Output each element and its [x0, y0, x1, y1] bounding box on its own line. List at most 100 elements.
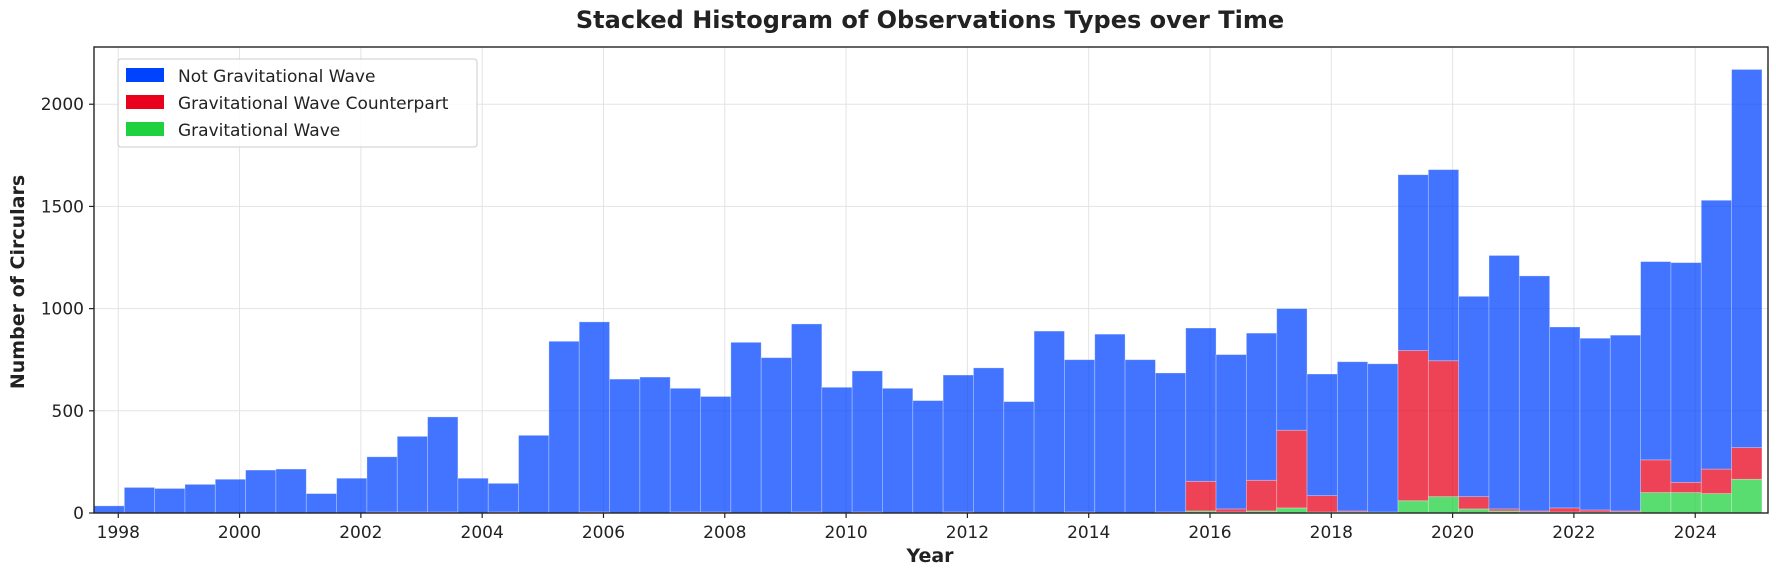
legend-swatch-gw-counterpart: [126, 95, 164, 109]
bar-not-gravitational-wave: [973, 367, 1005, 514]
bar-not-gravitational-wave: [1367, 363, 1399, 513]
bar-not-gravitational-wave: [1064, 359, 1096, 513]
y-tick-label: 2000: [41, 95, 84, 115]
bar-not-gravitational-wave: [1397, 174, 1429, 351]
y-tick-label: 1500: [41, 197, 84, 217]
bar-not-gravitational-wave: [1094, 333, 1126, 514]
bar-gravitational-wave: [1700, 493, 1733, 514]
y-tick-label: 1000: [41, 300, 84, 320]
bar-gravitational-wave: [1276, 507, 1308, 514]
bar-not-gravitational-wave: [730, 341, 762, 514]
bar-not-gravitational-wave: [821, 386, 853, 514]
bar-not-gravitational-wave: [548, 340, 580, 514]
x-tick-label: 2010: [824, 523, 867, 543]
bar-gravitational-wave-counterpart: [1609, 510, 1642, 513]
bar-not-gravitational-wave: [1427, 169, 1460, 362]
bar-gravitational-wave-counterpart: [1670, 481, 1702, 493]
bar-not-gravitational-wave: [851, 370, 883, 513]
bar-not-gravitational-wave: [609, 378, 641, 514]
legend: Not Gravitational Wave Gravitational Wav…: [117, 58, 478, 148]
chart-title: Stacked Histogram of Observations Types …: [576, 6, 1284, 34]
bar-not-gravitational-wave: [912, 400, 944, 514]
bar-gravitational-wave-counterpart: [1731, 447, 1763, 480]
bar-not-gravitational-wave: [1215, 354, 1247, 510]
bar-not-gravitational-wave: [275, 468, 307, 514]
bar-not-gravitational-wave: [760, 357, 792, 514]
x-tick-label: 2024: [1674, 523, 1717, 543]
bar-not-gravitational-wave: [427, 416, 459, 513]
x-tick-label: 2022: [1552, 523, 1595, 543]
bar-not-gravitational-wave: [1124, 359, 1156, 514]
bar-gravitational-wave-counterpart: [1640, 459, 1672, 493]
x-tick-label: 2012: [946, 523, 989, 543]
bars: [93, 69, 1763, 514]
bar-not-gravitational-wave: [123, 487, 156, 514]
bar-gravitational-wave: [1427, 496, 1460, 514]
bar-not-gravitational-wave: [214, 478, 247, 514]
x-tick-label: 1998: [97, 523, 140, 543]
bar-not-gravitational-wave: [1579, 337, 1611, 511]
bar-not-gravitational-wave: [245, 469, 277, 514]
bar-not-gravitational-wave: [1155, 372, 1187, 513]
axis-ticks: 1998 2000 2002 2004 2006 2008 2010 2012 2014 2016…: [41, 95, 1717, 543]
legend-box: [117, 58, 478, 148]
bar-gravitational-wave-counterpart: [1700, 468, 1733, 494]
bar-not-gravitational-wave: [1276, 308, 1308, 431]
bar-not-gravitational-wave: [487, 482, 519, 513]
bar-not-gravitational-wave: [639, 376, 671, 514]
bar-not-gravitational-wave: [1609, 334, 1642, 512]
bar-not-gravitational-wave: [1336, 361, 1369, 512]
bar-not-gravitational-wave: [457, 477, 489, 514]
bar-not-gravitational-wave: [396, 435, 428, 513]
bar-not-gravitational-wave: [1549, 326, 1581, 509]
bar-gravitational-wave: [1731, 478, 1763, 514]
x-tick-label: 2006: [582, 523, 625, 543]
x-axis-label: Year: [905, 545, 954, 567]
bar-not-gravitational-wave: [366, 456, 398, 513]
bar-not-gravitational-wave: [1488, 255, 1520, 510]
bar-not-gravitational-wave: [1033, 330, 1065, 514]
y-axis-label: Number of Circulars: [7, 175, 29, 389]
x-tick-label: 2002: [339, 523, 382, 543]
bar-not-gravitational-wave: [942, 374, 974, 513]
x-tick-label: 2000: [218, 523, 261, 543]
bar-gravitational-wave-counterpart: [1306, 495, 1338, 513]
x-tick-label: 2004: [461, 523, 504, 543]
bar-gravitational-wave-counterpart: [1549, 507, 1581, 513]
bar-gravitational-wave-counterpart: [1215, 508, 1247, 513]
bar-not-gravitational-wave: [518, 434, 550, 514]
bar-not-gravitational-wave: [669, 387, 701, 513]
bar-gravitational-wave-counterpart: [1276, 429, 1308, 509]
bar-not-gravitational-wave: [1185, 327, 1217, 482]
bar-not-gravitational-wave: [1670, 262, 1702, 483]
y-tick-label: 0: [73, 504, 84, 524]
y-tick-label: 500: [52, 402, 84, 422]
bar-not-gravitational-wave: [1731, 69, 1763, 448]
bar-not-gravitational-wave: [791, 323, 823, 513]
bar-not-gravitational-wave: [1458, 295, 1490, 498]
bar-not-gravitational-wave: [578, 321, 610, 513]
bar-gravitational-wave: [1640, 492, 1672, 514]
bar-not-gravitational-wave: [1003, 401, 1035, 514]
bar-not-gravitational-wave: [336, 477, 368, 514]
x-tick-label: 2016: [1188, 523, 1231, 543]
legend-label-gw-counterpart: Gravitational Wave Counterpart: [178, 94, 449, 114]
bar-gravitational-wave: [1670, 492, 1702, 514]
bar-gravitational-wave-counterpart: [1185, 480, 1217, 512]
bar-gravitational-wave-counterpart: [1427, 360, 1460, 498]
bar-not-gravitational-wave: [154, 488, 186, 514]
bar-not-gravitational-wave: [1306, 373, 1338, 497]
bar-gravitational-wave-counterpart: [1397, 350, 1429, 502]
bar-not-gravitational-wave: [882, 387, 914, 514]
x-tick-label: 2018: [1310, 523, 1353, 543]
bar-not-gravitational-wave: [700, 396, 732, 513]
bar-gravitational-wave-counterpart: [1458, 496, 1490, 510]
bar-not-gravitational-wave: [1518, 275, 1551, 512]
legend-swatch-not-gw: [126, 68, 164, 82]
bar-not-gravitational-wave: [1700, 199, 1733, 470]
x-tick-label: 2014: [1067, 523, 1110, 543]
legend-label-not-gw: Not Gravitational Wave: [178, 67, 375, 87]
bar-gravitational-wave: [1397, 500, 1429, 514]
